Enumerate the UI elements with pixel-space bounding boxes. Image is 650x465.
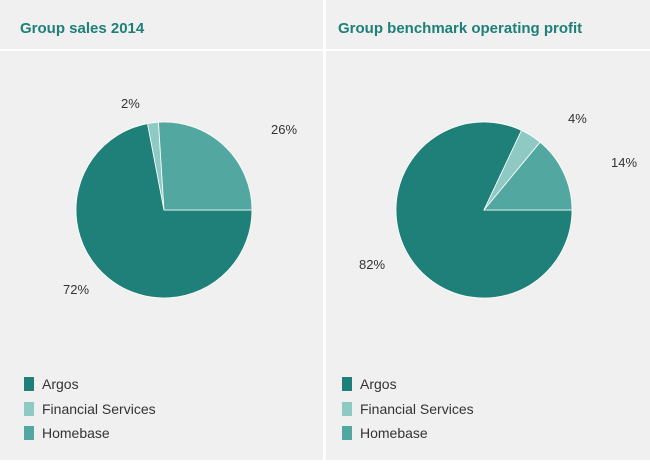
profit-panel: Group benchmark operating profit 82% 4% 14… (326, 0, 650, 460)
profit-label-financial-services: 4% (568, 111, 587, 126)
legend-label-financial-services: Financial Services (42, 400, 156, 417)
sales-legend: Argos Financial Services Homebase (24, 372, 156, 446)
sales-panel: Group sales 2014 72% 2% 26% Argos Financia… (0, 0, 323, 460)
profit-chart-title: Group benchmark operating profit (326, 0, 650, 51)
legend-swatch-argos (342, 377, 352, 392)
legend-swatch-argos (24, 377, 34, 392)
legend-label-financial-services: Financial Services (360, 400, 474, 417)
legend-label-argos: Argos (360, 376, 397, 393)
legend-item-financial-services: Financial Services (24, 397, 156, 422)
legend-swatch-financial-services (342, 401, 352, 416)
legend-item-homebase: Homebase (24, 421, 156, 446)
legend-item-argos: Argos (24, 372, 156, 397)
legend-label-homebase: Homebase (42, 425, 110, 442)
legend-label-argos: Argos (42, 376, 79, 393)
legend-label-homebase: Homebase (360, 425, 428, 442)
sales-label-financial-services: 2% (121, 96, 140, 111)
legend-swatch-financial-services (24, 401, 34, 416)
sales-label-argos: 72% (63, 282, 89, 297)
profit-slice-homebase (483, 141, 573, 211)
profit-legend: Argos Financial Services Homebase (342, 372, 474, 446)
legend-item-argos: Argos (342, 372, 474, 397)
sales-slice-homebase (158, 121, 253, 211)
profit-pie-chart: 82% 4% 14% (359, 111, 637, 299)
sales-chart-title: Group sales 2014 (0, 0, 323, 51)
legend-item-homebase: Homebase (342, 421, 474, 446)
legend-swatch-homebase (24, 426, 34, 441)
profit-slice-argos (395, 121, 573, 299)
profit-label-homebase: 14% (611, 155, 637, 170)
legend-item-financial-services: Financial Services (342, 397, 474, 422)
legend-swatch-homebase (342, 426, 352, 441)
sales-pie-chart: 72% 2% 26% (63, 96, 297, 299)
sales-slice-argos (75, 123, 253, 299)
sales-label-homebase: 26% (271, 122, 297, 137)
profit-label-argos: 82% (359, 257, 385, 272)
